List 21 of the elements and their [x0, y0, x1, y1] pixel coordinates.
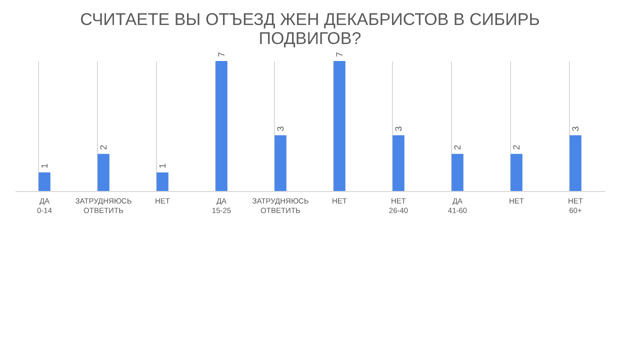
bar: [452, 154, 464, 191]
data-label: 7: [334, 52, 344, 57]
data-label: 2: [98, 144, 108, 150]
data-label: 3: [394, 126, 404, 132]
bar: [38, 172, 50, 191]
data-label: 1: [40, 163, 50, 168]
bar: [156, 172, 168, 191]
data-label: 1: [158, 163, 168, 168]
bar: [334, 61, 346, 191]
bar: [570, 135, 582, 191]
data-label: 3: [276, 126, 286, 132]
data-label: 2: [512, 144, 522, 150]
chart-title: СЧИТАЕТЕ ВЫ ОТЪЕЗД ЖЕН ДЕКАБРИСТОВ В СИБИРЬ ПОДВИГОВ?: [80, 10, 540, 48]
data-label: 2: [452, 144, 462, 150]
bar: [216, 61, 228, 191]
bar: [510, 154, 522, 191]
bar: [98, 154, 110, 191]
bar: [392, 135, 404, 191]
data-label: 7: [216, 52, 226, 57]
data-label: 3: [570, 126, 580, 132]
bar: [274, 135, 286, 191]
